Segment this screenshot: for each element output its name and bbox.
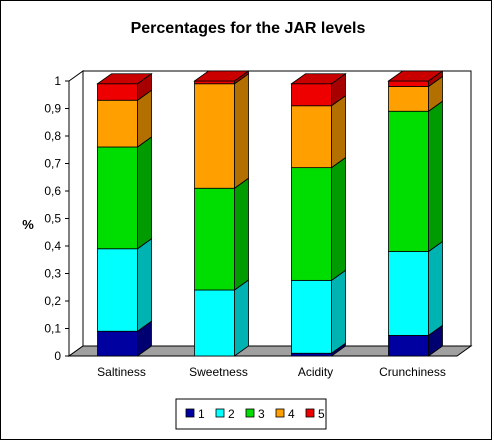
bar-segment: [97, 146, 138, 250]
bar-top: [96, 73, 153, 85]
bar-segment-side: [234, 279, 249, 357]
chart-title: Percentages for the JAR levels: [131, 20, 366, 37]
bar-segment-side: [137, 136, 152, 250]
y-tick-label: 0,6: [44, 184, 61, 198]
bar-top: [290, 73, 347, 85]
bar-segment-side: [331, 156, 346, 282]
bar-segment: [388, 86, 429, 112]
bar-segment-side: [428, 100, 443, 253]
bar-segment-side: [234, 177, 249, 291]
y-tick-label: 1: [54, 74, 61, 88]
legend-swatch: [215, 408, 225, 418]
bar-segment: [291, 167, 332, 281]
bar-segment: [97, 99, 138, 148]
y-tick-label: 0,5: [44, 212, 61, 226]
bar-segment: [388, 110, 429, 252]
y-axis-label: %: [22, 217, 34, 232]
bar-segment-side: [331, 269, 346, 355]
legend-swatch: [245, 408, 255, 418]
bar-top: [193, 70, 250, 82]
y-tick-label: 0,7: [44, 157, 61, 171]
bar-segment-side: [331, 94, 346, 169]
legend-label: 3: [258, 407, 265, 421]
bar-segment: [194, 187, 235, 291]
legend-label: 1: [198, 407, 205, 421]
x-category-label: Acidity: [298, 365, 333, 379]
bar-segment: [97, 248, 138, 332]
bar-segment: [97, 83, 138, 101]
y-tick-label: 0,4: [44, 239, 61, 253]
legend-label: 4: [288, 407, 295, 421]
x-category-label: Saltiness: [97, 365, 146, 379]
bar-segment: [194, 80, 235, 85]
bar-segment: [291, 83, 332, 107]
legend-label: 5: [318, 407, 325, 421]
bar-segment: [291, 279, 332, 354]
bar-segment: [388, 334, 429, 357]
bar-segment-side: [428, 240, 443, 337]
legend-swatch: [275, 408, 285, 418]
legend-swatch: [305, 408, 315, 418]
y-tick-label: 0,3: [44, 267, 61, 281]
side-wall: [68, 70, 84, 357]
bar-segment: [291, 105, 332, 169]
bar-segment-side: [234, 72, 249, 190]
y-tick-label: 0: [54, 349, 61, 363]
y-tick-label: 0,8: [44, 129, 61, 143]
legend-label: 2: [228, 407, 235, 421]
bar-segment: [388, 251, 429, 336]
legend: 1 2 3 4 5: [175, 398, 327, 430]
y-tick-label: 0,1: [44, 322, 61, 336]
bar-segment-side: [137, 237, 152, 333]
y-tick-label: 0,9: [44, 102, 61, 116]
plot-area: 0 0,1 0,2 0,3 0,4 0,5 0,6 0,7 0,8 0,9 1 Saltiness Sw…: [44, 70, 473, 379]
bar-segment: [388, 80, 429, 87]
bar-segment: [194, 289, 235, 357]
legend-swatch: [185, 408, 195, 418]
bar-segment: [97, 330, 138, 357]
bar-top: [387, 70, 444, 82]
y-tick-label: 0,2: [44, 294, 61, 308]
x-category-label: Crunchiness: [379, 365, 446, 379]
bar-segment: [291, 352, 332, 357]
x-category-label: Sweetness: [189, 365, 248, 379]
bar-segment: [194, 83, 235, 189]
